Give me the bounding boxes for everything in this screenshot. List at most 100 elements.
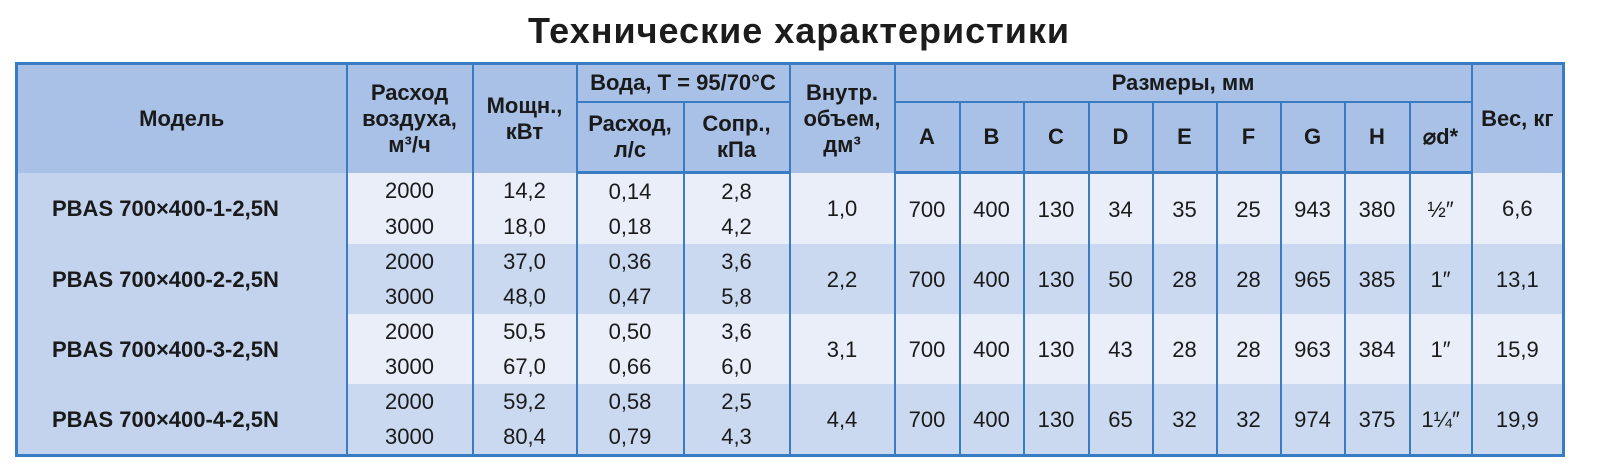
- header-cell: Расход, л/с: [575, 102, 685, 174]
- cell: 50,5: [471, 314, 578, 349]
- cell: 80,4: [471, 419, 578, 456]
- cell: 4,4: [788, 384, 896, 456]
- cell: 28: [1215, 244, 1282, 314]
- header-cell: ⌀d*: [1408, 102, 1473, 174]
- cell: 18,0: [471, 209, 578, 244]
- cell: 3,6: [682, 244, 791, 279]
- cell: 35: [1151, 172, 1218, 244]
- header-cell: E: [1151, 102, 1218, 174]
- cell: 400: [958, 384, 1025, 456]
- cell: 14,2: [471, 172, 578, 209]
- cell: 6,0: [682, 349, 791, 384]
- cell: 0,18: [575, 209, 685, 244]
- cell: 0,36: [575, 244, 685, 279]
- header-cell: H: [1343, 102, 1411, 174]
- title: Технические характеристики: [527, 10, 1071, 51]
- cell: 67,0: [471, 349, 578, 384]
- cell: 130: [1022, 314, 1090, 384]
- header-group: Размеры, мм: [893, 63, 1473, 103]
- cell: 4,2: [682, 209, 791, 244]
- cell: 32: [1215, 384, 1282, 456]
- cell: 2000: [345, 172, 474, 209]
- cell: 700: [893, 314, 961, 384]
- cell: 43: [1087, 314, 1154, 384]
- table-row: 3000 48,0 0,47 5,8: [17, 279, 1564, 314]
- cell: 130: [1022, 244, 1090, 314]
- cell: 3000: [345, 279, 474, 314]
- cell: 13,1: [1470, 244, 1565, 314]
- header-cell: Вес, кг: [1470, 63, 1565, 173]
- cell: 2,8: [682, 172, 791, 209]
- cell: 28: [1151, 244, 1218, 314]
- cell: 2000: [345, 314, 474, 349]
- cell: ½″: [1408, 172, 1473, 244]
- header-cell: Мощн., кВт: [471, 63, 578, 173]
- cell: 2000: [345, 384, 474, 419]
- cell: 2,5: [682, 384, 791, 419]
- cell: 700: [893, 384, 961, 456]
- table-row: 3000 80,4 0,79 4,3: [17, 419, 1564, 456]
- cell: 50: [1087, 244, 1154, 314]
- cell: 700: [893, 172, 961, 244]
- cell: 1,0: [788, 172, 896, 244]
- cell: 59,2: [471, 384, 578, 419]
- cell: 1¼″: [1408, 384, 1473, 456]
- spec-table: Модель Расход воздуха, м³/ч Мощн., кВт В…: [15, 62, 1566, 457]
- model-cell: PBAS 700×400-3-2,5N: [15, 314, 348, 384]
- header-cell: Сопр., кПа: [682, 102, 791, 174]
- cell: 0,66: [575, 349, 685, 384]
- cell: 0,50: [575, 314, 685, 349]
- table-row: 3000 18,0 0,18 4,2: [17, 209, 1564, 244]
- cell: 25: [1215, 172, 1282, 244]
- cell: 3,6: [682, 314, 791, 349]
- cell: 28: [1151, 314, 1218, 384]
- cell: 34: [1087, 172, 1154, 244]
- header-cell: C: [1022, 102, 1090, 174]
- cell: 700: [893, 244, 961, 314]
- table-body: PBAS 700×400-1-2,5N 2000 14,2 0,14 2,8 1,0 700…: [15, 172, 1565, 456]
- cell: 2,2: [788, 244, 896, 314]
- cell: 400: [958, 314, 1025, 384]
- cell: 1″: [1408, 244, 1473, 314]
- cell: 400: [958, 244, 1025, 314]
- cell: 48,0: [471, 279, 578, 314]
- cell: 974: [1279, 384, 1346, 456]
- table-row: PBAS 700×400-1-2,5N 2000 14,2 0,14 2,8 1,0 700…: [15, 172, 1565, 244]
- cell: 4,3: [682, 419, 791, 456]
- header-cell: Расход воздуха, м³/ч: [345, 63, 474, 173]
- cell: 19,9: [1470, 384, 1565, 456]
- table-row: PBAS 700×400-4-2,5N 2000 59,2 0,58 2,5 4,4 700…: [15, 384, 1565, 456]
- cell: 2000: [345, 244, 474, 279]
- cell: 3000: [345, 349, 474, 384]
- cell: 28: [1215, 314, 1282, 384]
- cell: 130: [1022, 384, 1090, 456]
- cell: 400: [958, 172, 1025, 244]
- header-cell: Внутр. объем, дм³: [788, 63, 896, 173]
- cell: 375: [1343, 384, 1411, 456]
- cell: 0,47: [575, 279, 685, 314]
- cell: 130: [1022, 172, 1090, 244]
- cell: 943: [1279, 172, 1346, 244]
- header-cell: F: [1215, 102, 1282, 174]
- model-cell: PBAS 700×400-2-2,5N: [15, 244, 348, 314]
- cell: 6,6: [1470, 172, 1565, 244]
- cell: 0,14: [575, 172, 685, 209]
- cell: 3000: [345, 209, 474, 244]
- cell: 384: [1343, 314, 1411, 384]
- header-cell: A: [893, 102, 961, 174]
- header-group: Вода, T = 95/70°C: [575, 63, 791, 103]
- cell: 380: [1343, 172, 1411, 244]
- model-cell: PBAS 700×400-1-2,5N: [15, 172, 348, 244]
- header-cell: Модель: [15, 63, 348, 173]
- cell: 32: [1151, 384, 1218, 456]
- cell: 3,1: [788, 314, 896, 384]
- cell: 0,58: [575, 384, 685, 419]
- table-row: PBAS 700×400-2-2,5N 2000 37,0 0,36 3,6 2,2 700…: [15, 244, 1565, 314]
- cell: 37,0: [471, 244, 578, 279]
- header-cell: B: [958, 102, 1025, 174]
- cell: 5,8: [682, 279, 791, 314]
- cell: 963: [1279, 314, 1346, 384]
- cell: 1″: [1408, 314, 1473, 384]
- table-row: 3000 67,0 0,66 6,0: [17, 349, 1564, 384]
